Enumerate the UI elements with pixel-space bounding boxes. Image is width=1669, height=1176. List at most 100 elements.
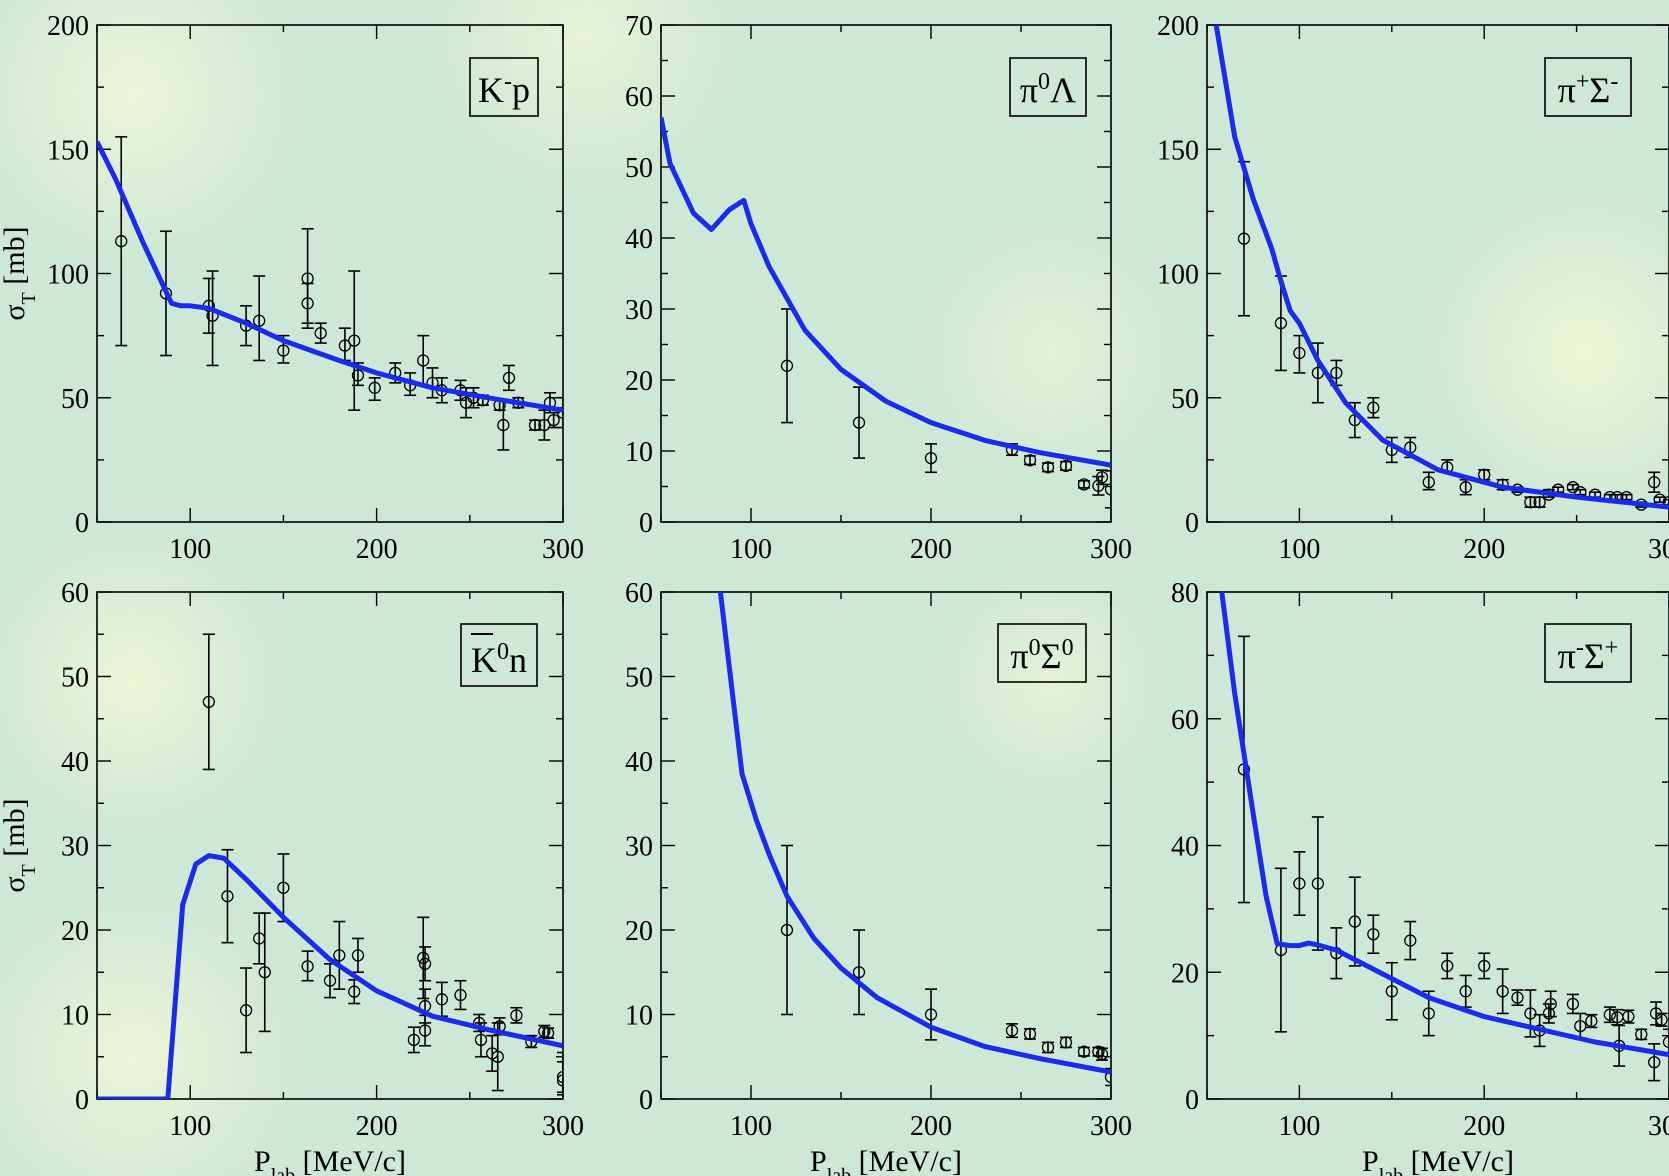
x-tick-label: 200 xyxy=(356,534,398,565)
data-point xyxy=(239,1004,253,1017)
y-tick-label: 20 xyxy=(1171,958,1199,989)
data-point xyxy=(348,985,361,998)
y-tick-label: 50 xyxy=(625,153,653,184)
panel-label-box xyxy=(1009,57,1087,117)
data-point xyxy=(1237,232,1251,245)
data-point xyxy=(1367,401,1380,414)
data-layer xyxy=(97,633,563,1099)
x-tick-label: 100 xyxy=(730,534,772,565)
data-point xyxy=(1648,476,1661,489)
data-point xyxy=(1330,366,1343,380)
y-tick-label: 50 xyxy=(625,663,653,694)
data-layer xyxy=(661,116,1111,509)
y-axis-label: σT [mb] xyxy=(0,226,40,320)
panel-label: π-Σ+ xyxy=(1558,635,1619,676)
panel-label: π0Σ0 xyxy=(1010,635,1073,676)
data-point xyxy=(1293,346,1306,360)
panel-label-box xyxy=(460,623,538,687)
y-tick-label: 150 xyxy=(1157,135,1199,166)
data-point xyxy=(418,957,432,970)
y-tick-label: 40 xyxy=(61,747,89,778)
data-point xyxy=(417,951,430,965)
data-point xyxy=(1662,1035,1669,1049)
data-point xyxy=(491,1050,504,1063)
data-point xyxy=(556,406,563,419)
data-point xyxy=(1059,1036,1073,1049)
panel-label: π0Λ xyxy=(1020,69,1076,110)
y-tick-label: 60 xyxy=(625,82,653,113)
data-point xyxy=(1496,985,1509,998)
data-point xyxy=(1005,1024,1019,1037)
data-point xyxy=(1422,1007,1435,1020)
data-point xyxy=(1385,985,1398,998)
chart-panel-4: 0 10 20 30 40 50 60 100 200 300 K0n σT [mb] Plab [Me… xyxy=(0,578,584,1176)
y-tick-label: 80 xyxy=(1171,578,1199,609)
plot-frame xyxy=(660,24,1112,523)
data-point xyxy=(1404,934,1417,947)
y-axis-label: σT [mb] xyxy=(0,798,40,892)
data-point xyxy=(556,1070,563,1084)
x-tick-label: 100 xyxy=(1278,1111,1320,1142)
data-point xyxy=(348,334,361,347)
y-tick-label: 40 xyxy=(625,224,653,255)
data-point xyxy=(277,881,290,894)
data-point xyxy=(454,988,467,1002)
data-point xyxy=(1566,997,1580,1011)
y-tick-label: 100 xyxy=(47,260,89,291)
model-curve xyxy=(661,116,1111,468)
data-point xyxy=(780,923,794,937)
x-tick-label: 200 xyxy=(1463,1111,1505,1142)
data-point xyxy=(351,369,365,382)
data-point xyxy=(202,695,215,708)
panel-label-box xyxy=(1544,57,1632,117)
x-tick-label: 300 xyxy=(1090,534,1132,565)
data-point xyxy=(502,371,516,385)
data-point xyxy=(1542,1007,1556,1020)
data-point xyxy=(435,993,448,1006)
data-layer xyxy=(97,136,563,451)
y-tick-label: 60 xyxy=(61,578,89,609)
data-point xyxy=(1041,461,1055,474)
data-point xyxy=(115,235,128,248)
y-tick-label: 20 xyxy=(625,916,653,947)
data-point xyxy=(301,297,314,310)
panel-label: K-p xyxy=(478,69,530,110)
data-point xyxy=(547,413,560,427)
data-point xyxy=(1092,1045,1105,1058)
data-point xyxy=(1635,1028,1648,1041)
y-tick-label: 200 xyxy=(47,11,89,42)
y-tick-label: 100 xyxy=(1157,260,1199,291)
data-point xyxy=(1603,1008,1617,1021)
data-point xyxy=(1459,481,1472,494)
data-point xyxy=(474,1033,488,1046)
data-point xyxy=(314,326,327,340)
chart-panel-2: 0 10 20 30 40 50 60 70 100 200 300 π0Λ xyxy=(625,11,1132,565)
y-tick-label: 50 xyxy=(61,663,89,694)
data-point xyxy=(556,1074,563,1087)
data-point xyxy=(497,418,510,432)
data-point xyxy=(1622,1010,1635,1023)
panel-label: π+Σ- xyxy=(1558,69,1619,110)
data-point xyxy=(1544,997,1557,1011)
data-point xyxy=(1274,317,1288,330)
data-point xyxy=(1648,1056,1661,1069)
data-point xyxy=(538,418,551,432)
data-point xyxy=(852,416,866,429)
data-point xyxy=(1441,959,1454,973)
data-point xyxy=(924,1008,938,1021)
panel-label-box xyxy=(997,623,1087,683)
data-point xyxy=(1533,495,1546,509)
data-point xyxy=(1104,483,1111,496)
y-tick-label: 30 xyxy=(625,295,653,326)
x-tick-label: 100 xyxy=(169,534,211,565)
data-point xyxy=(1585,1014,1598,1028)
x-tick-label: 300 xyxy=(542,1111,584,1142)
data-point xyxy=(1023,1027,1037,1041)
data-layer xyxy=(1219,592,1669,1082)
y-tick-label: 20 xyxy=(61,916,89,947)
y-tick-label: 60 xyxy=(1171,705,1199,736)
model-curve xyxy=(97,140,563,413)
chart-panel-3: 0 50 100 150 200 100 200 300 π+Σ- xyxy=(1157,11,1669,565)
data-point xyxy=(1104,1070,1111,1084)
panel-label-box xyxy=(469,57,539,117)
